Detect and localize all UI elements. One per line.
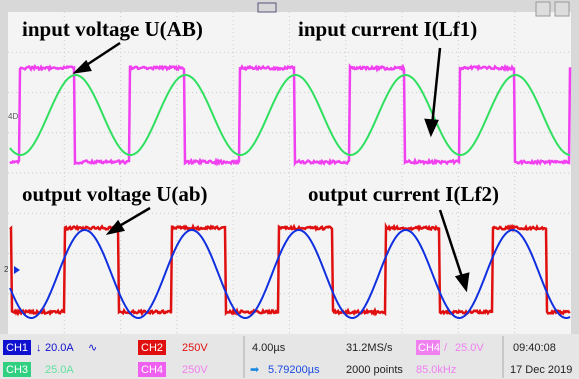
ch2-label: CH2 — [141, 342, 163, 354]
arrow: ↓ — [36, 342, 42, 354]
ch4-label: CH4 — [141, 364, 163, 376]
ch1-label: CH1 — [6, 342, 28, 354]
trigger-frequency: 85.0kHz — [416, 364, 456, 376]
trigger-source: CH4 — [418, 342, 440, 354]
trigger-level: 25.0V — [455, 342, 484, 354]
help-button[interactable] — [536, 2, 550, 16]
annotation: input current I(Lf1) — [298, 17, 477, 41]
ch3-label: CH3 — [6, 364, 28, 376]
clock-time: 09:40:08 — [513, 342, 556, 354]
ch-marker: 2 — [4, 265, 9, 274]
annotation: output current I(Lf2) — [308, 182, 499, 206]
ch2-scale: 250V — [182, 342, 208, 354]
sample-rate: 31.2MS/s — [346, 342, 393, 354]
ch-marker: 4D — [8, 112, 18, 121]
delay: 5.79200µs — [268, 364, 320, 376]
points: 2000 points — [346, 364, 403, 376]
annotation: input voltage U(AB) — [22, 17, 203, 41]
ch1-scale: 20.0A — [45, 342, 74, 354]
menu-button[interactable] — [555, 2, 569, 16]
ch4-scale: 250V — [182, 364, 208, 376]
delay-icon: ➡ — [250, 364, 259, 376]
clock-date: 17 Dec 2019 — [510, 364, 572, 376]
oscilloscope-screen: 4D 2 input voltage U(AB) input current I… — [0, 0, 579, 379]
coupling: ∿ — [88, 342, 97, 354]
timebase: 4.00µs — [252, 342, 286, 354]
annotation: output voltage U(ab) — [22, 182, 208, 206]
ch3-scale: 25.0A — [45, 364, 74, 376]
